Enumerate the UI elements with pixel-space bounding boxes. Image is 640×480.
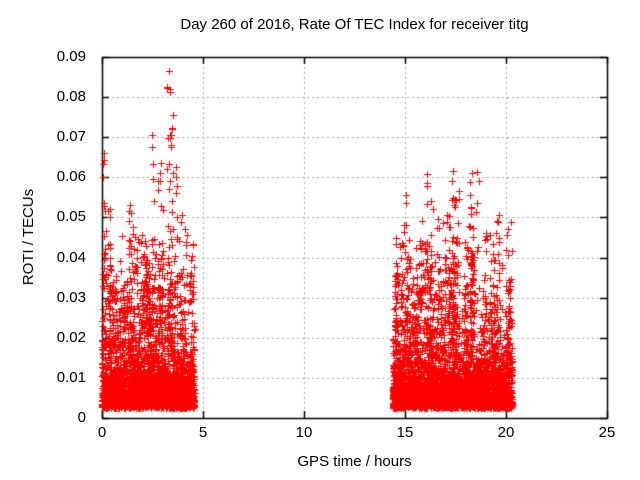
y-tick-label: 0.08 [56, 88, 86, 106]
y-tick-label: 0.04 [56, 248, 86, 266]
x-tick-label: 15 [396, 424, 414, 441]
chart-title: Day 260 of 2016, Rate Of TEC Index for r… [180, 16, 529, 33]
y-tick-label: 0.07 [56, 128, 86, 146]
y-tick-label: 0 [77, 409, 86, 426]
x-tick-label: 0 [97, 424, 107, 441]
y-axis-label: ROTI / TECUs [20, 188, 37, 286]
x-tick-label: 5 [198, 424, 208, 441]
x-tick-label: 20 [497, 424, 515, 441]
y-tick-label: 0.09 [56, 48, 86, 65]
x-axis-label: GPS time / hours [297, 453, 412, 470]
y-tick-label: 0.01 [56, 368, 86, 386]
x-tick-label: 10 [295, 424, 313, 441]
x-tick-label: 25 [598, 424, 616, 441]
y-tick-label: 0.06 [56, 168, 86, 186]
y-tick-label: 0.03 [56, 288, 86, 306]
y-tick-label: 0.02 [56, 328, 86, 346]
y-tick-label: 0.05 [56, 208, 86, 226]
